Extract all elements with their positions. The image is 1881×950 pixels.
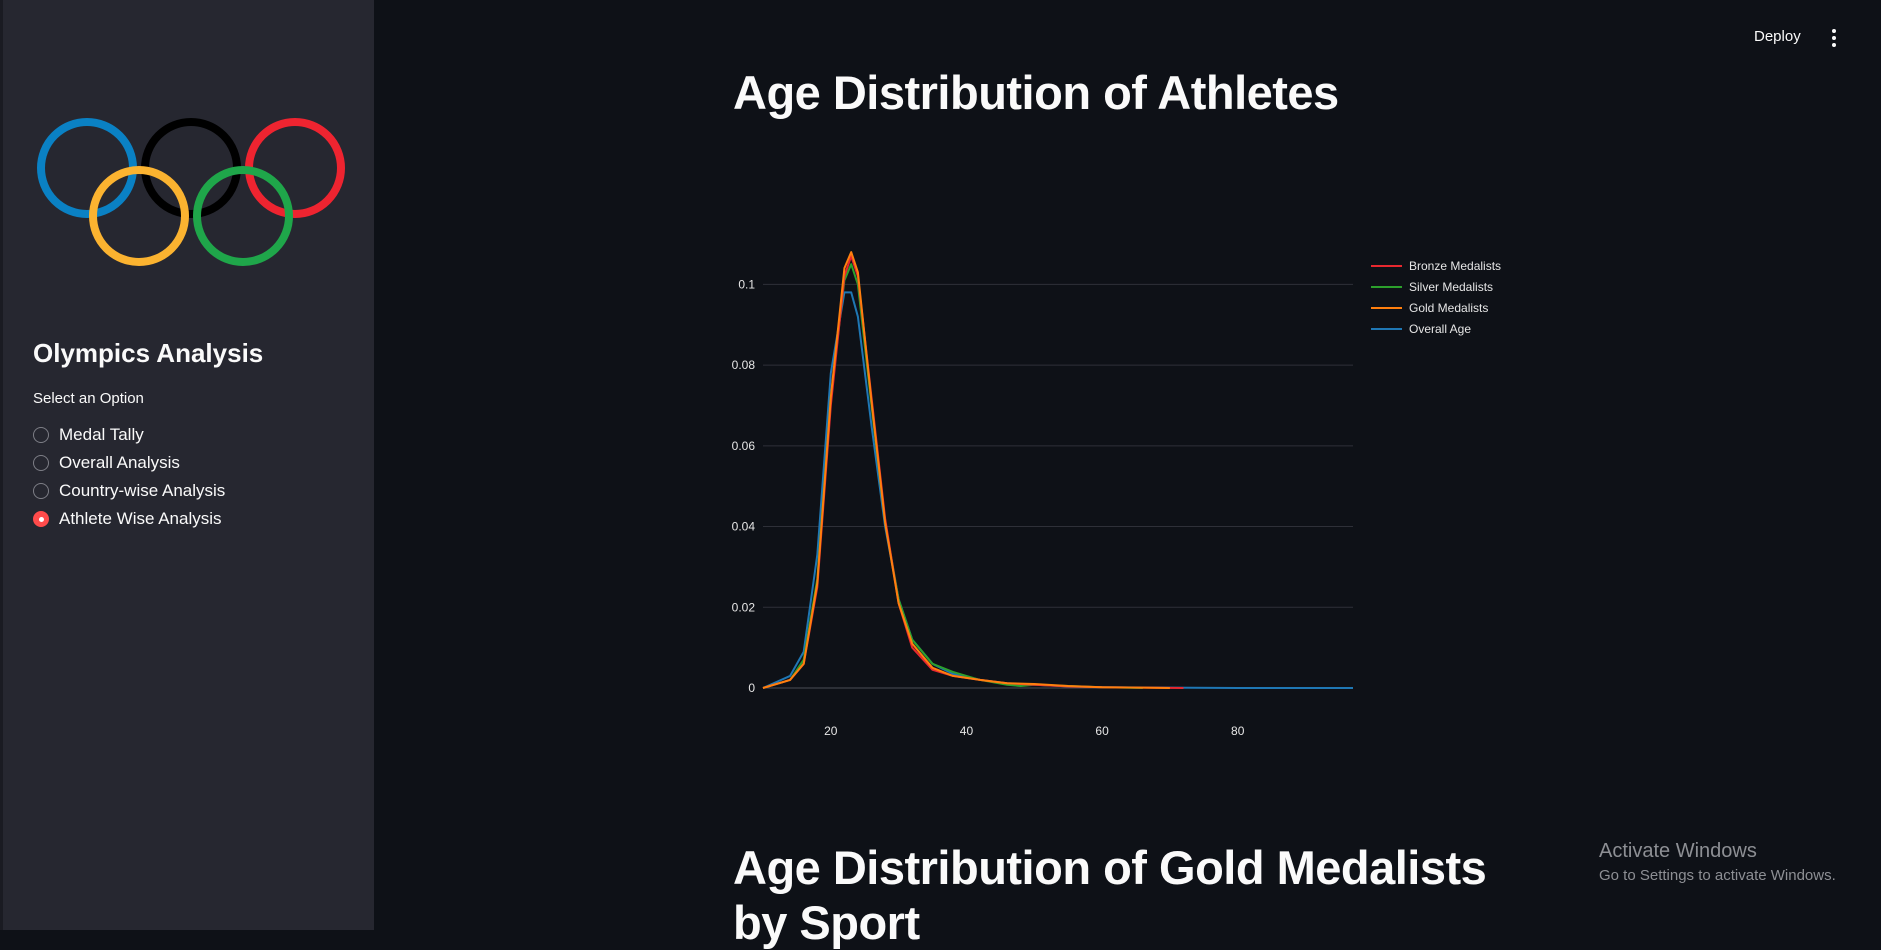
age-distribution-chart: 0 0.02 0.04 0.06 0.08 0.1 20 40 60 80 Bronze Medal… <box>732 251 1501 738</box>
radio-circle[interactable] <box>33 483 49 499</box>
radio-option-medal-tally[interactable]: Medal Tally <box>33 421 225 449</box>
watermark-subtitle: Go to Settings to activate Windows. <box>1599 867 1836 884</box>
radio-circle[interactable] <box>33 455 49 471</box>
more-vertical-icon[interactable] <box>1826 28 1842 48</box>
radio-option-label: Medal Tally <box>59 425 144 444</box>
watermark-title: Activate Windows <box>1599 840 1757 862</box>
y-tick-label: 0.1 <box>738 277 755 291</box>
series-line-gold-medalists <box>762 251 1170 689</box>
x-tick-label: 80 <box>1231 724 1245 738</box>
y-tick-label: 0.02 <box>732 600 756 614</box>
radio-group-label: Select an Option <box>33 390 144 407</box>
radio-circle[interactable] <box>33 427 49 443</box>
page-heading-age-distribution: Age Distribution of Athletes <box>733 66 1339 119</box>
radio-circle-selected[interactable] <box>33 511 49 527</box>
radio-option-label: Overall Analysis <box>59 453 180 472</box>
series-line-silver-medalists <box>762 263 1143 689</box>
series-line-overall-age <box>762 291 1353 689</box>
olympic-rings-logo <box>37 118 345 266</box>
y-tick-label: 0.06 <box>732 439 756 453</box>
analysis-option-radio-group: Medal Tally Overall Analysis Country-wis… <box>33 421 225 533</box>
x-tick-label: 20 <box>824 724 838 738</box>
y-tick-label: 0.04 <box>732 520 756 534</box>
windows-activation-watermark: Activate Windows Go to Settings to activ… <box>1599 840 1836 884</box>
radio-option-label: Country-wise Analysis <box>59 481 226 500</box>
radio-option-athlete-wise-analysis[interactable]: Athlete Wise Analysis <box>33 505 225 533</box>
legend-item-label: Silver Medalists <box>1409 280 1493 294</box>
sidebar: Olympics Analysis Select an Option Medal… <box>0 0 374 930</box>
legend-item-label: Gold Medalists <box>1409 301 1488 315</box>
legend-item-label: Bronze Medalists <box>1409 259 1501 273</box>
radio-option-label: Athlete Wise Analysis <box>59 509 222 528</box>
y-tick-label: 0.08 <box>732 358 756 372</box>
legend-item-label: Overall Age <box>1409 322 1471 336</box>
radio-option-country-wise-analysis[interactable]: Country-wise Analysis <box>33 477 225 505</box>
sidebar-title: Olympics Analysis <box>33 338 264 368</box>
x-tick-label: 40 <box>960 724 974 738</box>
x-tick-label: 60 <box>1095 724 1109 738</box>
heading-line-1: Age Distribution of Gold Medalists <box>733 841 1487 894</box>
section-heading-gold-by-sport: Age Distribution of Gold Medalists by Sp… <box>733 840 1487 950</box>
radio-option-overall-analysis[interactable]: Overall Analysis <box>33 449 225 477</box>
heading-line-2: by Sport <box>733 896 920 949</box>
y-tick-label: 0 <box>748 681 755 695</box>
deploy-button[interactable]: Deploy <box>1748 24 1807 49</box>
